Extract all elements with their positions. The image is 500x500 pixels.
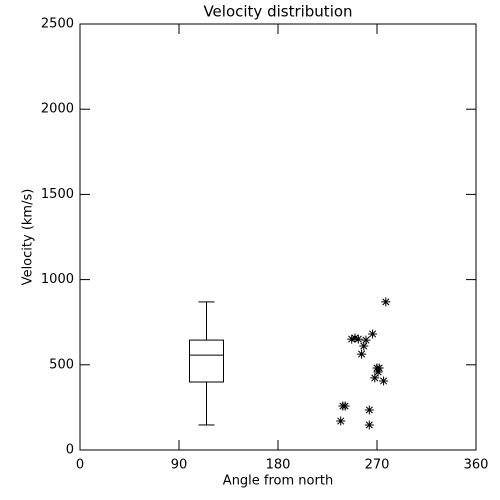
chart-title: Velocity distribution: [203, 3, 352, 21]
point: [379, 376, 389, 386]
point: [364, 405, 374, 415]
x-tick-label: 0: [76, 458, 84, 473]
point: [353, 334, 363, 344]
point: [359, 341, 369, 351]
y-axis-label: Velocity (km/s): [21, 189, 36, 286]
point: [361, 335, 371, 345]
point: [370, 373, 380, 383]
point: [381, 297, 391, 307]
y-tick-label: 500: [49, 357, 74, 372]
y-tick-label: 2000: [41, 102, 74, 117]
point: [340, 401, 350, 411]
x-tick-label: 180: [266, 458, 291, 473]
point: [364, 420, 374, 430]
y-tick-label: 1000: [41, 272, 74, 287]
point: [357, 349, 367, 359]
x-tick-label: 270: [365, 458, 390, 473]
point: [368, 329, 378, 339]
y-tick-label: 0: [66, 443, 74, 458]
x-tick-label: 360: [464, 458, 489, 473]
point: [347, 334, 357, 344]
box: [189, 339, 224, 383]
y-tick-label: 2500: [41, 17, 74, 32]
point: [374, 363, 384, 373]
y-tick-label: 1500: [41, 187, 74, 202]
point: [373, 367, 383, 377]
x-axis-label: Angle from north: [223, 474, 333, 489]
point: [350, 333, 360, 343]
point: [336, 416, 346, 426]
plot-frame: [79, 23, 477, 451]
x-tick-label: 90: [171, 458, 188, 473]
